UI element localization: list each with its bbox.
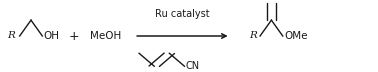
Text: CN: CN	[186, 61, 200, 71]
Text: OMe: OMe	[284, 31, 308, 41]
Text: Ru catalyst: Ru catalyst	[155, 9, 209, 19]
Text: +: +	[68, 30, 79, 42]
Text: OH: OH	[43, 31, 59, 41]
Text: MeOH: MeOH	[90, 31, 121, 41]
Text: R: R	[8, 32, 15, 40]
Text: O: O	[267, 0, 276, 1]
Text: R: R	[249, 32, 257, 40]
